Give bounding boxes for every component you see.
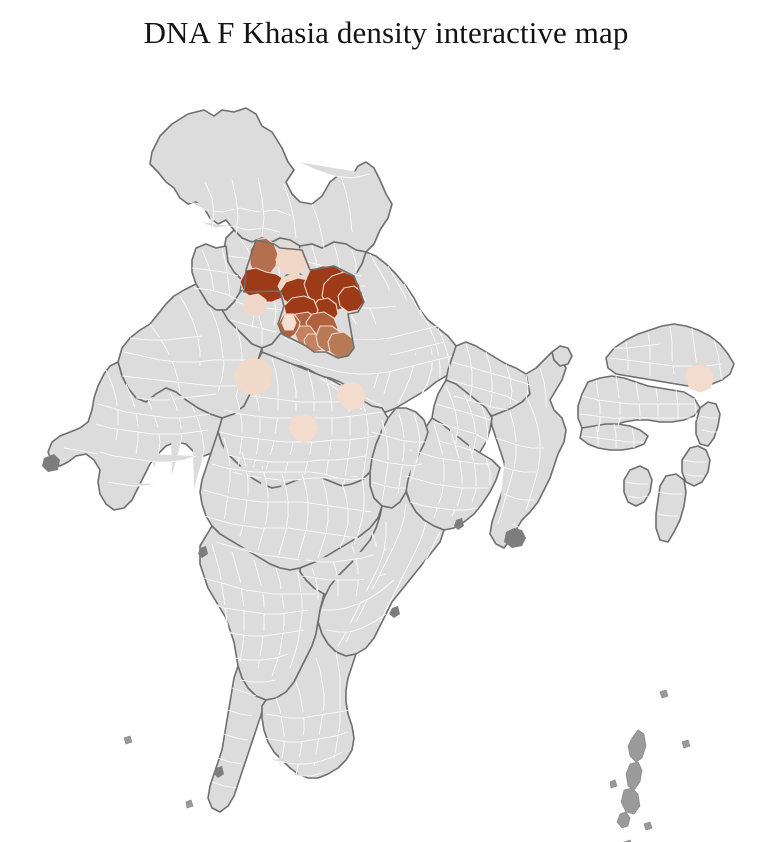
- india-choropleth-map[interactable]: [0, 52, 772, 842]
- chilika-patch: [454, 518, 464, 530]
- island-dot-2: [681, 739, 691, 749]
- andaman-little: [616, 811, 631, 829]
- district-mp-north[interactable]: [336, 381, 367, 411]
- district-alwar[interactable]: [233, 357, 273, 395]
- konkan-patch: [198, 546, 208, 558]
- island-dot-4: [643, 821, 653, 831]
- island-polygons[interactable]: [123, 689, 691, 842]
- island-dot-1: [659, 689, 669, 699]
- pulicat-patch: [389, 606, 400, 618]
- district-mp-central[interactable]: [288, 413, 319, 443]
- island-dot-3: [609, 779, 618, 789]
- state-tripura[interactable]: [623, 465, 653, 507]
- state-arunachal-pradesh[interactable]: [605, 323, 735, 387]
- map-canvas[interactable]: [0, 52, 772, 842]
- kerala-coast-patch: [214, 766, 224, 778]
- district-dehradun[interactable]: [275, 245, 309, 275]
- gujarat-kutch-tip: [42, 454, 60, 472]
- state-andhra-pradesh[interactable]: [317, 491, 445, 657]
- lakshadweep-dot-1: [123, 735, 133, 745]
- andaman-south: [620, 787, 641, 815]
- andaman-middle: [625, 761, 643, 791]
- district-delhi[interactable]: [281, 314, 297, 331]
- page-title: DNA F Khasia density interactive map: [143, 15, 629, 50]
- district-arunachal-pale[interactable]: [684, 363, 715, 393]
- state-manipur[interactable]: [681, 445, 711, 487]
- state-sikkim[interactable]: [551, 345, 573, 367]
- state-nagaland[interactable]: [695, 401, 721, 447]
- district-punjab-pale[interactable]: [242, 293, 267, 317]
- highlight-block-outline: [243, 239, 365, 359]
- state-mizoram[interactable]: [655, 473, 687, 543]
- lakshadweep-dot-2: [185, 799, 194, 809]
- dark-coastal-patches: [42, 454, 526, 778]
- district-rampur[interactable]: [337, 285, 365, 313]
- sundarbans-patch: [504, 528, 526, 548]
- highlight-layer[interactable]: [233, 237, 715, 443]
- andaman-north: [627, 729, 647, 763]
